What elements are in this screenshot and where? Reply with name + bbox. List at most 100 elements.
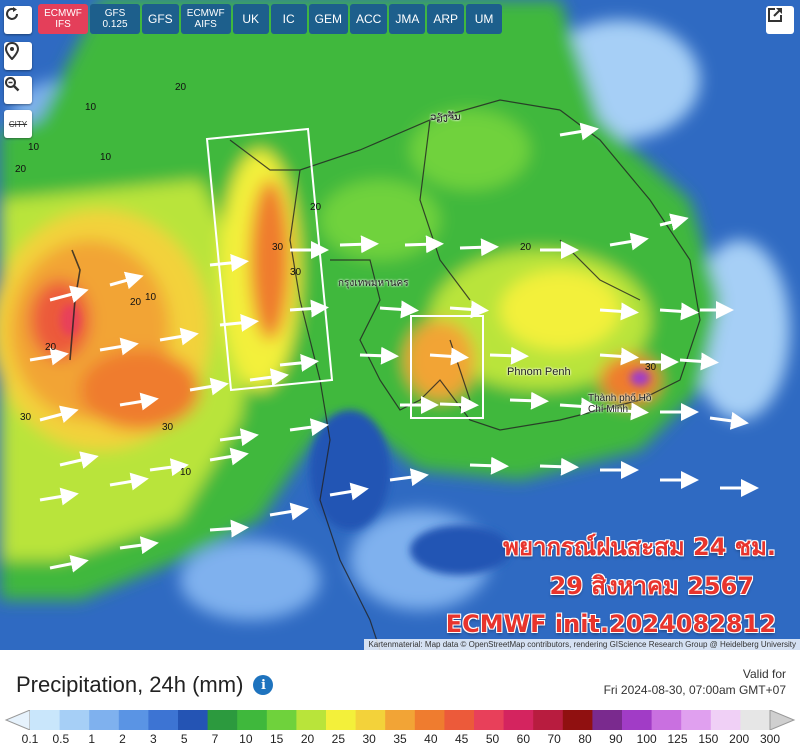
model-button-label: ECMWF AIFS xyxy=(186,8,225,30)
scale-tick-label: 50 xyxy=(485,732,500,746)
model-button-gem[interactable]: GEM xyxy=(308,4,349,34)
map-attribution[interactable]: Kartenmaterial: Map data © OpenStreetMap… xyxy=(364,639,800,650)
zoom-button[interactable] xyxy=(4,76,32,104)
wind-arrow xyxy=(249,368,289,387)
wind-arrow xyxy=(209,447,249,466)
model-selector: ECMWF IFS GFS 0.125 GFS ECMWF AIFS UK IC GEM AC… xyxy=(38,4,503,34)
scale-swatch xyxy=(740,710,771,730)
model-button-gfs-0-125[interactable]: GFS 0.125 xyxy=(90,4,140,34)
wind-arrow xyxy=(539,457,579,476)
refresh-button[interactable] xyxy=(4,6,32,34)
contour-label: 10 xyxy=(85,102,97,113)
contour-label: 30 xyxy=(645,362,657,373)
model-button-arp[interactable]: ARP xyxy=(427,4,465,34)
city-label: Phnom Penh xyxy=(507,366,571,378)
model-button-acc[interactable]: ACC xyxy=(350,4,388,34)
share-button[interactable] xyxy=(766,6,794,34)
info-icon[interactable]: i xyxy=(253,675,274,695)
valid-time-block: Valid for Fri 2024-08-30, 07:00am GMT+07 xyxy=(604,666,786,698)
scale-min-arrow xyxy=(4,710,31,730)
scale-tick-label: 15 xyxy=(269,732,284,746)
contour-label: 30 xyxy=(162,422,174,433)
contour-label: 30 xyxy=(20,412,32,423)
scale-tick-label: 1 xyxy=(88,732,95,746)
model-button-ecmwf-ifs[interactable]: ECMWF IFS xyxy=(38,4,88,34)
overlay-title: พยากรณ์ฝนสะสม 24 ชม. xyxy=(503,533,776,561)
wind-arrow xyxy=(159,327,199,346)
city-label: Thành phố Hồ Chí Minh xyxy=(588,393,652,415)
wind-arrow xyxy=(209,253,249,272)
scale-tick-label: 90 xyxy=(609,732,623,746)
scale-swatch xyxy=(681,710,712,730)
wind-arrow xyxy=(219,313,259,332)
location-button[interactable] xyxy=(4,42,32,70)
scale-tick-label: 5 xyxy=(180,732,188,746)
scale-swatch xyxy=(326,710,357,730)
contour-label: 10 xyxy=(145,292,157,303)
scale-tick-label: 70 xyxy=(547,732,561,746)
scale-swatch xyxy=(178,710,209,730)
wind-arrow xyxy=(109,472,149,491)
precipitation-map[interactable]: 10 20 30 10 20 30 20 10 30 20 10 30 20 10 20 30 ECMWF I… xyxy=(0,0,800,650)
wind-arrow xyxy=(659,302,699,321)
scale-swatch xyxy=(296,710,327,730)
scale-tick-label: 150 xyxy=(698,732,719,746)
wind-arrow xyxy=(439,395,479,414)
wind-arrow xyxy=(599,302,639,321)
scale-tick-label: 125 xyxy=(667,732,688,746)
wind-arrow xyxy=(149,458,189,477)
wind-arrow xyxy=(39,487,79,506)
wind-arrow xyxy=(709,411,749,430)
scale-swatch xyxy=(148,710,179,730)
contour-label: 20 xyxy=(520,242,532,253)
contour-label: 30 xyxy=(272,242,284,253)
model-button-gfs[interactable]: GFS xyxy=(142,4,179,34)
scale-swatch xyxy=(533,710,564,730)
legend-title-row: Precipitation, 24h (mm) i xyxy=(16,672,274,698)
scale-tick-label: 60 xyxy=(516,732,531,746)
scale-swatch xyxy=(444,710,475,730)
model-button-uk[interactable]: UK xyxy=(232,4,269,34)
refresh-icon xyxy=(6,7,18,20)
scale-tick-label: 10 xyxy=(239,732,253,746)
scale-swatch xyxy=(355,710,386,730)
wind-arrow xyxy=(99,337,139,356)
wind-arrow xyxy=(289,299,329,318)
model-button-jma[interactable]: JMA xyxy=(389,4,426,34)
model-button-label: GFS 0.125 xyxy=(102,8,128,30)
wind-arrow xyxy=(609,232,649,251)
wind-arrow xyxy=(559,397,599,416)
scale-swatch xyxy=(474,710,505,730)
location-pin-icon xyxy=(4,42,20,60)
scale-tick-label: 2 xyxy=(119,732,126,746)
scale-swatch xyxy=(385,710,416,730)
model-button-ecmwf-aifs[interactable]: ECMWF AIFS xyxy=(180,4,231,34)
wind-arrow xyxy=(659,213,689,231)
wind-arrow xyxy=(379,300,419,319)
model-button-label: GFS xyxy=(148,11,173,26)
legend-title: Precipitation, 24h (mm) xyxy=(16,672,244,697)
model-button-ic[interactable]: IC xyxy=(270,4,307,34)
model-button-label: JMA xyxy=(395,11,420,26)
contour-label: 20 xyxy=(15,164,27,175)
scale-swatch xyxy=(89,710,120,730)
city-label: ວຽງຈັນ xyxy=(430,112,461,123)
wind-arrow xyxy=(209,519,249,538)
scale-tick-label: 100 xyxy=(636,732,657,746)
scale-swatch xyxy=(266,710,297,730)
city-toggle-button[interactable]: CITY xyxy=(4,110,32,138)
share-icon xyxy=(768,8,782,22)
scale-tick-label: 0.5 xyxy=(52,732,70,746)
scale-tick-label: 25 xyxy=(331,732,346,746)
scale-swatch xyxy=(237,710,268,730)
model-button-label: GEM xyxy=(314,11,343,26)
model-button-um[interactable]: UM xyxy=(466,4,503,34)
scale-tick-label: 45 xyxy=(454,732,469,746)
scale-swatch xyxy=(592,710,623,730)
wind-arrow xyxy=(449,300,489,319)
scale-tick-label: 80 xyxy=(578,732,592,746)
wind-arrow xyxy=(109,271,144,290)
contour-label: 20 xyxy=(175,82,187,93)
wind-arrow xyxy=(509,391,549,410)
scale-tick-label: 20 xyxy=(300,732,315,746)
